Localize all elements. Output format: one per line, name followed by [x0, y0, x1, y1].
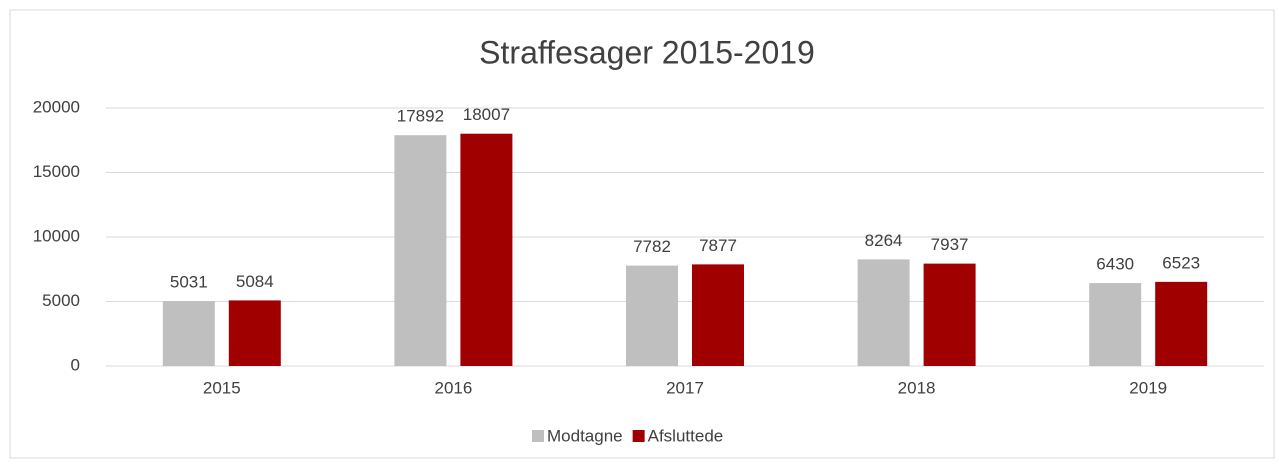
data-label: 8264	[865, 231, 903, 250]
legend-swatch	[532, 430, 544, 442]
x-tick-label: 2015	[203, 378, 241, 397]
bar	[626, 265, 678, 366]
data-label: 7937	[931, 235, 969, 254]
bar	[692, 264, 744, 366]
bar	[923, 263, 976, 366]
data-label: 17892	[397, 107, 444, 126]
bar	[857, 259, 910, 366]
legend-label: Modtagne	[547, 426, 623, 445]
x-tick-label: 2016	[434, 378, 472, 397]
x-tick-label: 2019	[1129, 378, 1167, 397]
legend-swatch	[632, 430, 645, 442]
bar	[228, 300, 281, 366]
bar	[460, 133, 513, 366]
y-tick-label: 20000	[33, 97, 80, 116]
y-tick-label: 15000	[33, 162, 80, 181]
y-tick-label: 0	[71, 355, 80, 374]
x-tick-label: 2018	[898, 378, 936, 397]
x-tick-label: 2017	[666, 378, 704, 397]
bar	[1155, 281, 1208, 366]
chart-title: Straffesager 2015-2019	[479, 34, 815, 70]
data-label: 7877	[699, 236, 737, 255]
chart-frame	[9, 9, 1275, 459]
data-label: 7782	[633, 237, 671, 256]
data-label: 6523	[1162, 253, 1200, 272]
bar	[162, 301, 215, 366]
data-label: 5084	[236, 272, 274, 291]
y-tick-label: 10000	[33, 226, 80, 245]
legend-label: Afsluttede	[648, 426, 724, 445]
data-label: 5031	[170, 273, 208, 292]
bar	[394, 135, 447, 366]
bar	[1089, 283, 1142, 366]
y-tick-label: 5000	[42, 291, 80, 310]
data-label: 6430	[1096, 255, 1134, 274]
data-label: 18007	[463, 105, 510, 124]
